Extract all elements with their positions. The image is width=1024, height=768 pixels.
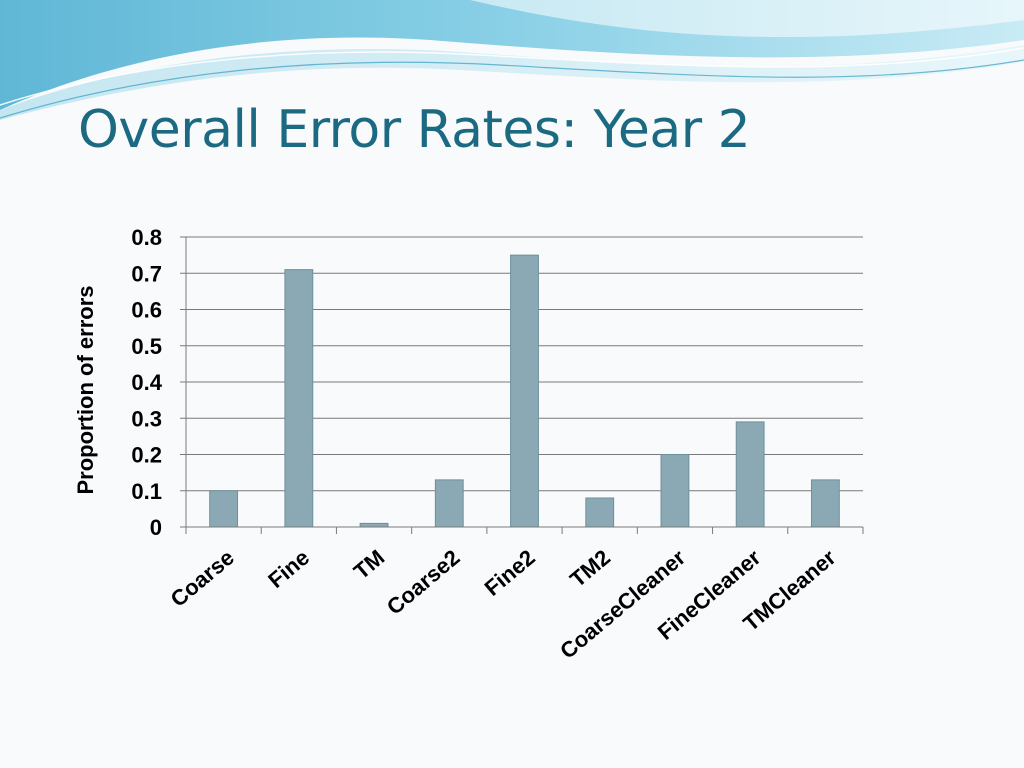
bar-finecleaner bbox=[735, 421, 765, 528]
bars bbox=[209, 254, 840, 528]
y-tick-label: 0.5 bbox=[131, 334, 162, 359]
y-tick-label: 0.7 bbox=[131, 261, 162, 286]
x-category-label: TM2 bbox=[565, 545, 615, 592]
y-tick-labels: 0 0.1 0.2 0.3 0.4 0.5 0.6 0.7 0.8 bbox=[131, 225, 162, 540]
x-category-label: Fine bbox=[263, 545, 314, 593]
x-category-label: TM bbox=[349, 545, 389, 585]
x-category-label: CoarseCleaner bbox=[555, 544, 690, 663]
y-tick-label: 0.6 bbox=[131, 298, 162, 323]
header-wave-decoration bbox=[0, 0, 1024, 120]
bar-tm2 bbox=[585, 497, 615, 528]
bar-fine2 bbox=[510, 254, 539, 528]
x-category-label: Coarse bbox=[166, 545, 239, 612]
bar-coarse bbox=[209, 490, 239, 528]
bar-fine bbox=[284, 269, 314, 528]
y-tick-label: 0 bbox=[150, 515, 162, 540]
slide-title: Overall Error Rates: Year 2 bbox=[78, 100, 751, 160]
x-category-label: Coarse2 bbox=[382, 545, 465, 620]
y-tick-label: 0.1 bbox=[131, 479, 162, 504]
bar-coarse2 bbox=[434, 479, 464, 528]
bar-tmcleaner bbox=[810, 479, 840, 528]
y-tick-label: 0.2 bbox=[131, 443, 162, 468]
y-tick-label: 0.4 bbox=[131, 370, 162, 395]
bar-tm bbox=[359, 522, 389, 528]
y-tick-label: 0.3 bbox=[131, 406, 162, 431]
y-axis-title: Proportion of errors bbox=[73, 285, 98, 494]
bar-coarsecleaner bbox=[660, 454, 690, 528]
axes bbox=[180, 236, 864, 534]
x-category-label: Fine2 bbox=[480, 545, 540, 601]
y-tick-label: 0.8 bbox=[131, 225, 162, 250]
